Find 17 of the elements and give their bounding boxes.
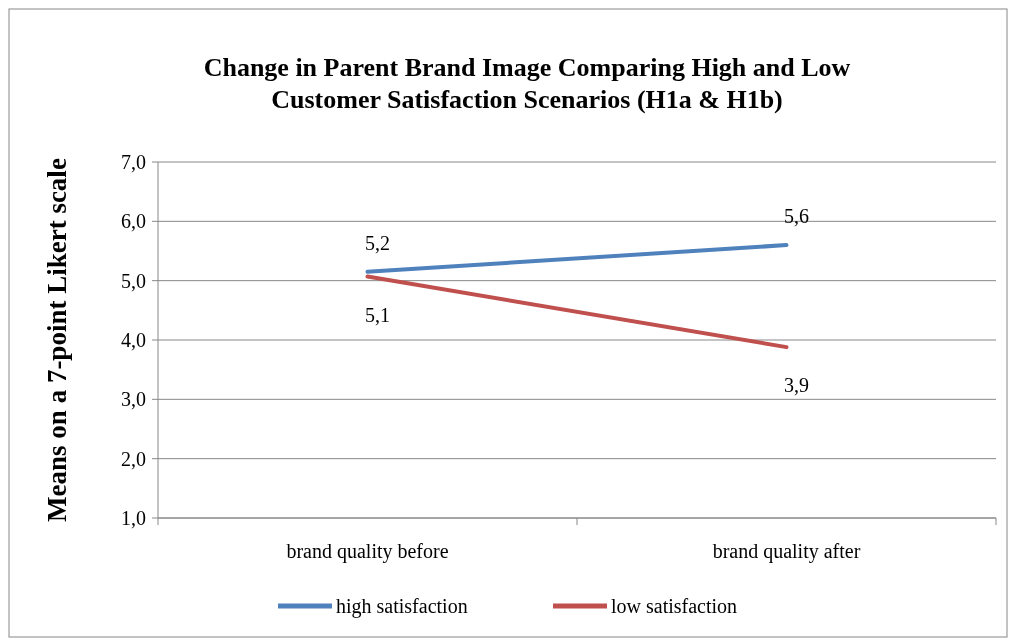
data-label: 5,6 [784,205,809,228]
y-tick-label: 3,0 [121,388,146,411]
data-label: 5,2 [365,231,390,254]
y-tick-label: 1,0 [121,507,146,529]
chart-title: Change in Parent Brand Image Comparing High and Low Customer Satisfaction Scenarios (H1a & H1b) [203,53,851,114]
y-tick-label: 4,0 [121,329,146,351]
y-tick-label: 2,0 [121,447,146,470]
legend-label: high satisfaction [336,595,468,618]
legend-label: low satisfaction [611,595,738,617]
y-axis-title: Means on a 7-point Likert scale [42,158,72,522]
data-label: 3,9 [784,374,809,397]
y-tick-label: 7,0 [121,151,146,173]
data-label: 5,1 [365,303,390,326]
x-tick-label: brand quality before [286,540,449,563]
y-tick-label: 6,0 [121,210,146,233]
x-tick-label: brand quality after [712,540,861,563]
y-tick-label: 5,0 [121,269,146,292]
